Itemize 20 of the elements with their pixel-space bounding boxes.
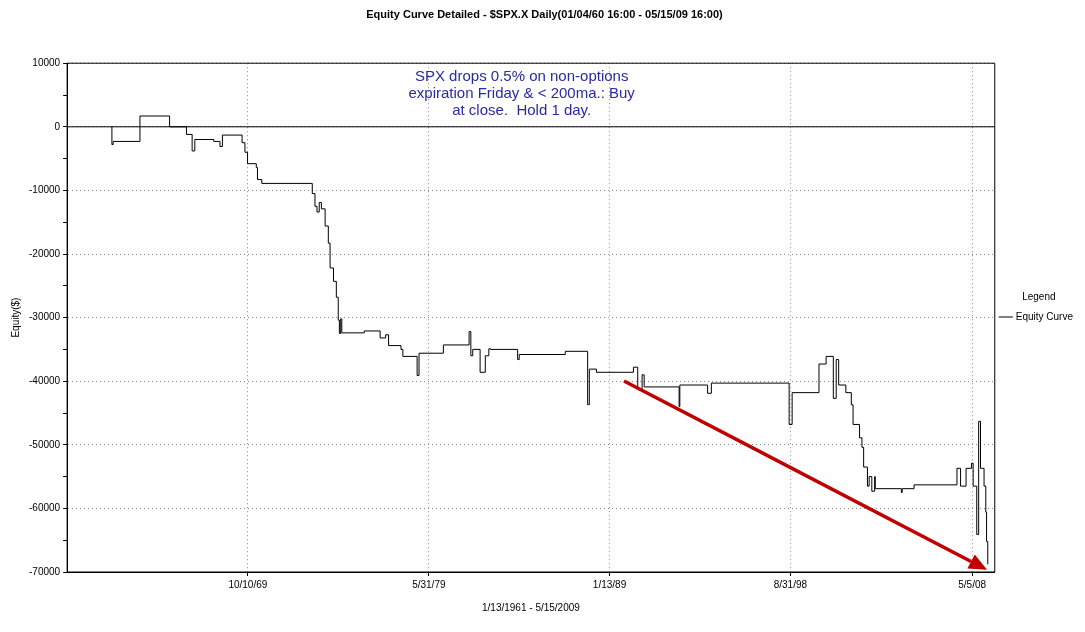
- x-axis-title: 1/13/1961 - 5/15/2009: [482, 601, 581, 613]
- x-tick-label: 8/31/98: [773, 578, 808, 590]
- legend-title: Legend: [1022, 290, 1056, 302]
- chart-title: Equity Curve Detailed - $SPX.X Daily(01/04/60 16:00 - 05/15/09 16:00): [366, 7, 724, 20]
- y-tick-label: -30000: [29, 311, 61, 323]
- x-tick-label: 10/10/69: [228, 578, 268, 590]
- y-tick-label: -70000: [29, 565, 61, 577]
- legend-label: Equity Curve: [1015, 310, 1074, 322]
- x-tick-label: 1/13/89: [592, 578, 627, 590]
- y-tick-label: -50000: [29, 438, 61, 450]
- y-tick-label: -40000: [29, 374, 61, 386]
- y-tick-label: 0: [54, 120, 61, 132]
- x-tick-label: 5/31/79: [412, 578, 446, 590]
- y-tick-label: 10000: [32, 56, 61, 68]
- x-tick-label: 5/5/08: [958, 578, 987, 590]
- annotation: SPX drops 0.5% on non-options expiration Friday & < 200ma.: Buy at close. Hold 1 day.: [408, 66, 636, 118]
- y-tick-label: -10000: [29, 184, 61, 196]
- y-axis-title: Equity($): [9, 297, 21, 338]
- y-tick-label: -20000: [29, 247, 61, 259]
- y-tick-label: -60000: [29, 502, 61, 514]
